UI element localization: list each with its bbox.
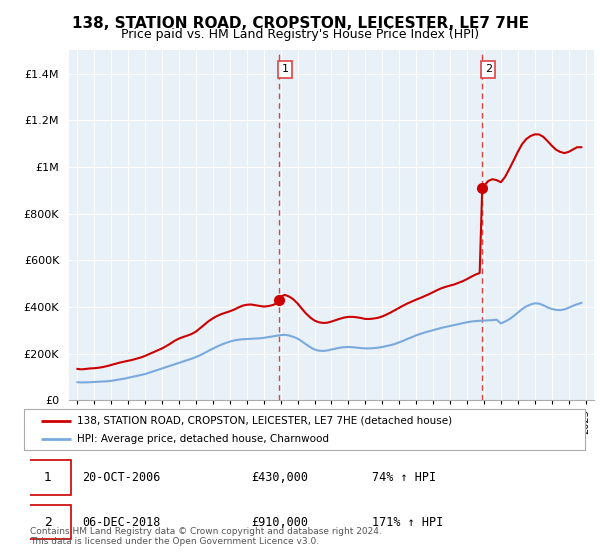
Text: 138, STATION ROAD, CROPSTON, LEICESTER, LE7 7HE (detached house): 138, STATION ROAD, CROPSTON, LEICESTER, … <box>77 416 452 426</box>
Text: Price paid vs. HM Land Registry's House Price Index (HPI): Price paid vs. HM Land Registry's House … <box>121 28 479 41</box>
Text: 2: 2 <box>485 64 492 74</box>
FancyBboxPatch shape <box>25 409 585 450</box>
Text: 2: 2 <box>44 516 52 529</box>
Text: 1: 1 <box>281 64 289 74</box>
Text: HPI: Average price, detached house, Charnwood: HPI: Average price, detached house, Char… <box>77 434 329 444</box>
Text: 74% ↑ HPI: 74% ↑ HPI <box>372 471 436 484</box>
Text: 1: 1 <box>44 471 52 484</box>
FancyBboxPatch shape <box>25 505 71 539</box>
Text: £910,000: £910,000 <box>251 516 308 529</box>
Text: 06-DEC-2018: 06-DEC-2018 <box>82 516 161 529</box>
FancyBboxPatch shape <box>25 460 71 494</box>
Text: £430,000: £430,000 <box>251 471 308 484</box>
Text: 20-OCT-2006: 20-OCT-2006 <box>82 471 161 484</box>
Text: Contains HM Land Registry data © Crown copyright and database right 2024.
This d: Contains HM Land Registry data © Crown c… <box>30 526 382 546</box>
Text: 171% ↑ HPI: 171% ↑ HPI <box>372 516 443 529</box>
Text: 138, STATION ROAD, CROPSTON, LEICESTER, LE7 7HE: 138, STATION ROAD, CROPSTON, LEICESTER, … <box>71 16 529 31</box>
